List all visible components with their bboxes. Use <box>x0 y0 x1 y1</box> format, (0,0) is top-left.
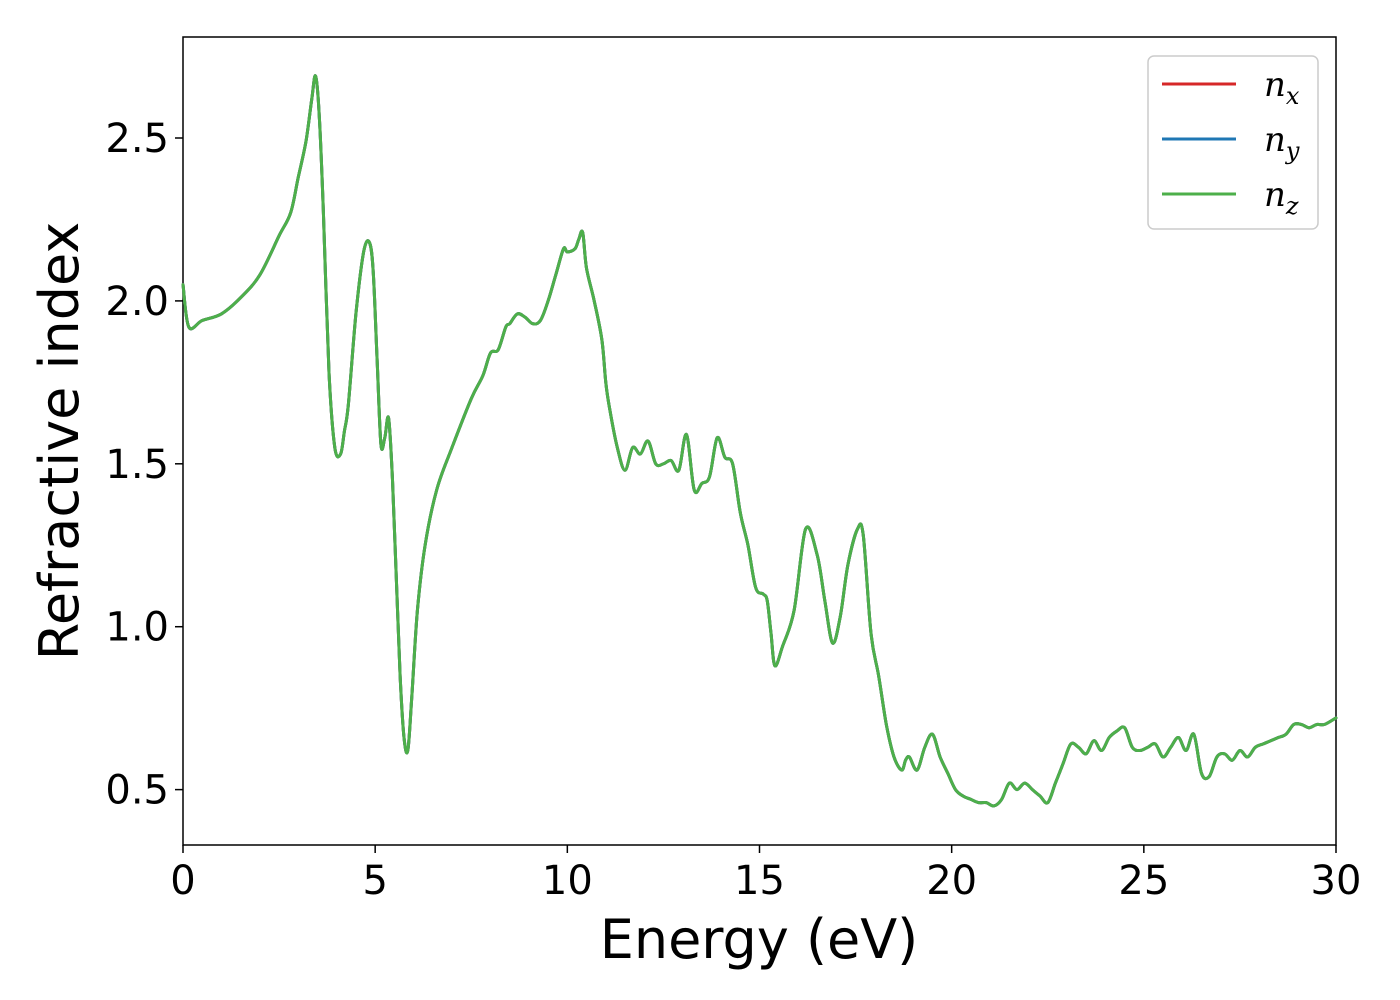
y-axis-ticks: 0.5 1.0 1.5 2.0 2.5 <box>105 116 183 814</box>
legend: nx ny nz <box>1147 55 1319 230</box>
y-tick-label: 1.5 <box>105 442 169 488</box>
y-axis-title: Refractive index <box>28 222 91 661</box>
legend-label-n-x: nx <box>1264 65 1300 110</box>
legend-item-n-x: nx <box>1162 65 1300 110</box>
x-tick-label: 10 <box>542 858 593 904</box>
series-lines <box>181 74 1338 808</box>
x-tick-label: 15 <box>734 858 785 904</box>
x-tick-label: 0 <box>170 858 195 904</box>
legend-box <box>1147 55 1319 230</box>
x-tick-label: 5 <box>362 858 387 904</box>
y-tick-label: 1.0 <box>105 605 169 651</box>
legend-label-n-y: ny <box>1264 120 1300 165</box>
plot-area-frame <box>182 36 1337 846</box>
x-axis-title: Energy (eV) <box>600 908 919 971</box>
x-tick-label: 30 <box>1311 858 1362 904</box>
y-tick-label: 2.5 <box>105 116 169 162</box>
legend-item-n-z: nz <box>1162 175 1299 220</box>
y-tick-label: 2.0 <box>105 279 169 325</box>
legend-item-n-y: ny <box>1162 120 1300 165</box>
series-line-n-z <box>181 74 1338 808</box>
x-axis-ticks: 0 5 10 15 20 25 30 <box>170 845 1361 904</box>
y-tick-label: 0.5 <box>105 768 169 814</box>
x-tick-label: 20 <box>926 858 977 904</box>
legend-label-n-z: nz <box>1264 175 1299 220</box>
x-tick-label: 25 <box>1118 858 1169 904</box>
